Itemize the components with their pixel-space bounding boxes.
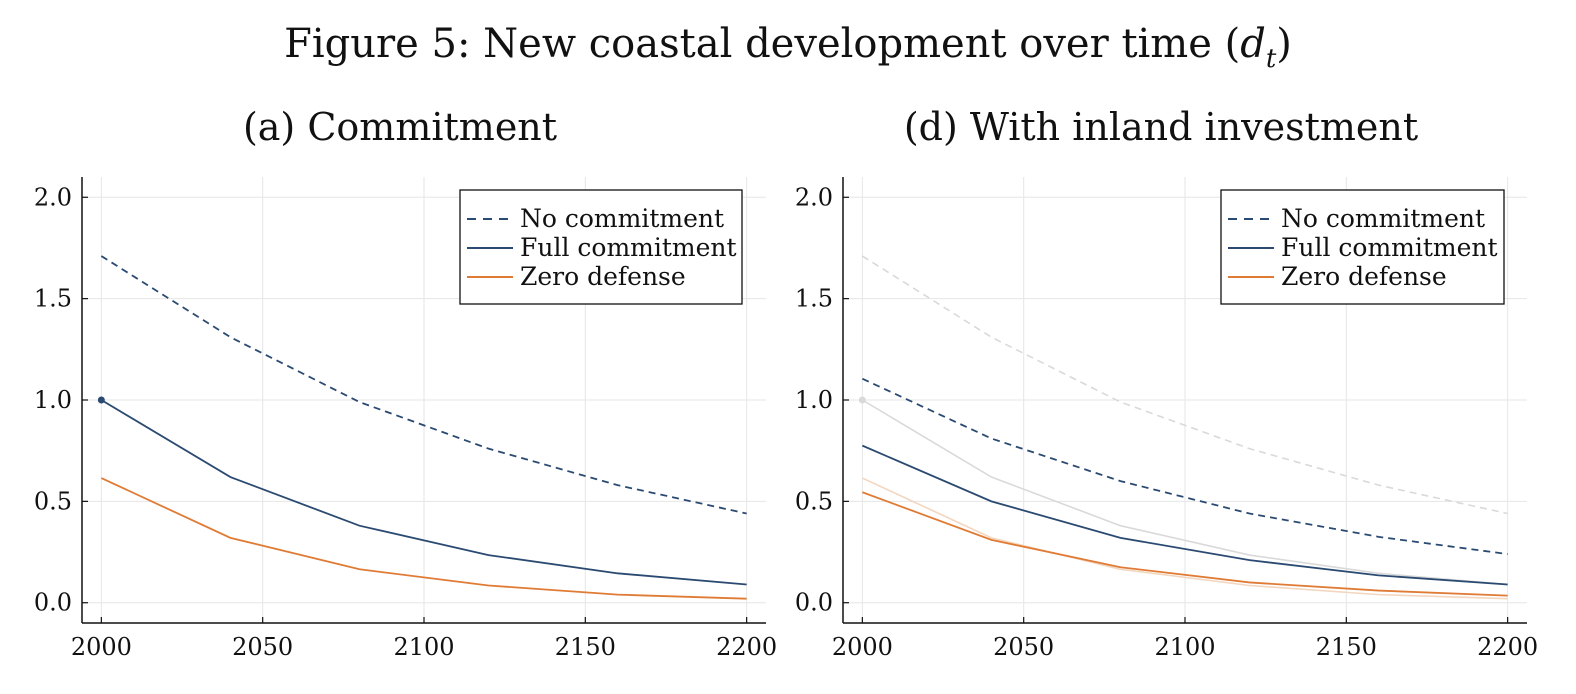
panel-title: (a) Commitment: [243, 105, 557, 149]
x-tick-label: 2100: [393, 633, 454, 661]
background-series-line: [861, 399, 1508, 586]
x-tick-label: 2100: [1154, 633, 1215, 661]
y-tick-label: 1.0: [795, 386, 833, 414]
x-tick-label: 2200: [1477, 633, 1538, 661]
x-tick-label: 2000: [832, 633, 893, 661]
x-tick-label: 2050: [993, 633, 1054, 661]
legend-box: [1220, 189, 1505, 305]
legend-label: Full commitment: [1281, 233, 1498, 262]
series-line-zero-defense: [100, 477, 747, 600]
legend-label: Full commitment: [520, 233, 737, 262]
y-tick-label: 1.5: [795, 285, 833, 313]
background-series-line: [861, 255, 1508, 515]
series-line-full-commitment: [100, 399, 747, 586]
chart-panel-a: (a) Commitment 2000 2050 2100 2150 2200 0.0 0.5…: [34, 105, 777, 661]
y-tick-label: 0.5: [795, 487, 833, 515]
figure-title: Figure 5: New coastal development over t…: [0, 18, 1576, 75]
x-tick-label: 2150: [555, 633, 616, 661]
panel-title: (d) With inland investment: [904, 105, 1418, 149]
chart-panel-d: (d) With inland investment 2000 2050 2100 21…: [795, 105, 1538, 661]
background-series-line: [862, 477, 1508, 600]
data-point-marker: [97, 396, 105, 404]
y-tick-label: 1.5: [34, 285, 72, 313]
series-line-no-commitment: [861, 377, 1508, 555]
figure-title-text: Figure 5: New coastal development over t…: [284, 21, 1241, 67]
legend-label: Zero defense: [520, 262, 686, 291]
series-line-zero-defense: [862, 491, 1508, 597]
y-tick-label: 1.0: [34, 386, 72, 414]
x-tick-label: 2200: [716, 633, 777, 661]
y-tick-label: 2.0: [34, 183, 72, 211]
y-tick-label: 0.0: [34, 589, 72, 617]
x-tick-label: 2150: [1316, 633, 1377, 661]
legend-label: Zero defense: [1281, 262, 1447, 291]
x-tick-label: 2050: [232, 633, 293, 661]
y-tick-label: 0.5: [34, 487, 72, 515]
legend-label: No commitment: [1281, 204, 1485, 233]
figure-title-suffix: ): [1276, 21, 1292, 67]
series-line-no-commitment: [100, 255, 747, 515]
y-tick-label: 2.0: [795, 183, 833, 211]
x-tick-label: 2000: [71, 633, 132, 661]
data-point-marker: [858, 396, 866, 404]
figure-title-subscript: t: [1265, 44, 1277, 74]
figure-title-variable: d: [1240, 21, 1266, 67]
y-tick-label: 0.0: [795, 589, 833, 617]
legend-label: No commitment: [520, 204, 724, 233]
series-line-full-commitment: [862, 444, 1508, 586]
